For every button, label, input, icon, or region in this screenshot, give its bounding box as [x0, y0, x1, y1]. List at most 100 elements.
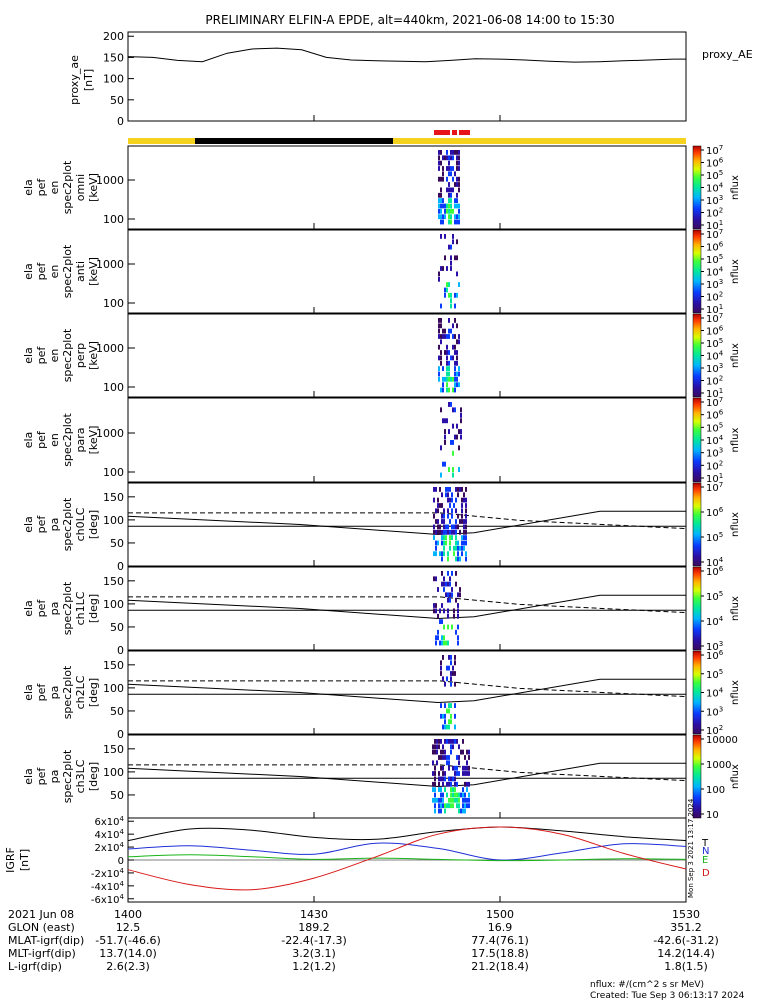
pitch-ch3LC-cell — [468, 765, 470, 771]
pitch-ch3LC-cell — [448, 760, 450, 766]
pitch-ch3LC-cell — [444, 749, 446, 755]
pitch-ch0LC-cell — [433, 535, 435, 540]
pitch-ch1LC-ylabel-line: ch1LC — [74, 591, 87, 625]
energy-perp-cell — [448, 371, 450, 377]
energy-anti-colorbar-tick-label: 106 — [706, 241, 724, 254]
energy-omni-colorbar — [692, 145, 702, 230]
energy-omni-cell — [440, 160, 442, 166]
energy-para-cell — [448, 429, 450, 434]
pitch-ch1LC-ytick-label: 100 — [103, 598, 124, 611]
pitch-ch2LC-cell — [454, 655, 456, 660]
pitch-ch3LC-cell — [466, 760, 468, 766]
pitch-ch2LC-colorbar-tick-label: 102 — [706, 724, 723, 737]
energy-para-cell — [454, 434, 456, 440]
pitch-ch0LC-cell — [441, 540, 443, 546]
energy-anti-cell — [440, 303, 442, 309]
pitch-ch3LC-cell — [440, 797, 442, 803]
science-zone-bar-3 — [459, 130, 470, 135]
pitch-ch0LC-cell — [449, 503, 451, 508]
pitch-ch3LC-cell — [448, 781, 450, 787]
pitch-ch0LC-cell — [445, 540, 447, 546]
footer-created: Created: Tue Sep 3 06:13:17 2024 — [590, 991, 745, 1000]
energy-perp-cell — [438, 323, 440, 329]
energy-perp-cell — [452, 376, 454, 382]
pitch-ch1LC-colorbar-label: nflux — [730, 596, 741, 621]
pitch-ch1LC-cell — [447, 571, 449, 576]
energy-perp-cell — [456, 382, 458, 388]
energy-perp-cell — [448, 334, 450, 339]
pitch-ch0LC-cell — [461, 551, 463, 557]
energy-omni-cell — [456, 182, 458, 187]
pitch-ch0LC-cell — [465, 551, 467, 557]
energy-anti-colorbar-tick-label: 102 — [706, 291, 723, 304]
energy-omni-cell — [440, 219, 442, 225]
pitch-ch1LC-cell — [451, 592, 453, 598]
pitch-ch3LC-cell — [442, 792, 444, 798]
pitch-ch0LC-cell — [451, 535, 453, 540]
energy-omni-cell — [454, 150, 456, 155]
energy-omni-cell — [450, 219, 452, 225]
pitch-ch0LC-cell — [451, 513, 453, 519]
energy-para-cell — [442, 418, 444, 424]
pitch-ch3LC-cell — [446, 739, 448, 744]
energy-perp-cell — [448, 318, 450, 323]
energy-omni-cell — [448, 208, 450, 214]
pitch-ch0LC-cell — [433, 487, 435, 492]
pitch-ch2LC-cell — [452, 671, 454, 676]
pitch-ch0LC-ylabel-line: [deg] — [87, 510, 100, 539]
energy-anti-cell — [448, 282, 450, 287]
energy-omni-cell — [438, 150, 440, 155]
pitch-ch1LC-cell — [435, 640, 437, 646]
pitch-ch1LC-ylabel-line: spec2plot — [61, 581, 74, 635]
energy-anti-colorbar-tick-label: 101 — [706, 303, 723, 316]
pitch-ch3LC-cell — [432, 797, 434, 803]
igrf-legend-t: T — [701, 838, 709, 849]
energy-perp-ytick-label: 100 — [103, 381, 124, 394]
energy-omni-cell — [452, 187, 454, 193]
pitch-ch3LC-cell — [446, 792, 448, 798]
pitch-ch1LC-cell — [443, 635, 445, 641]
pitch-ch2LC-cell — [452, 665, 454, 671]
energy-para-cell — [456, 423, 458, 429]
pitch-ch3LC-ylabel-line: ela — [22, 768, 35, 785]
energy-anti-cell — [440, 234, 442, 239]
pitch-ch3LC-cell — [440, 739, 442, 744]
pitch-ch1LC-cell — [459, 592, 461, 598]
energy-para-cell — [444, 429, 446, 434]
pitch-ch1LC-cell — [453, 608, 455, 614]
pitch-ch1LC-cell — [445, 640, 447, 646]
pitch-ch0LC-cell — [447, 529, 449, 535]
pitch-ch3LC-cell — [458, 797, 460, 803]
energy-perp-cell — [454, 360, 456, 366]
pitch-ch0LC-cell — [435, 545, 437, 551]
igrf-ytick-label: 0 — [118, 856, 124, 867]
pitch-ch0LC-cell — [465, 524, 467, 530]
energy-perp-cell — [452, 334, 454, 339]
pitch-ch3LC-cell — [468, 792, 470, 798]
pitch-ch0LC-cell — [441, 492, 443, 498]
proxy-ae-frame — [127, 31, 687, 122]
igrf-legend-e: E — [702, 855, 708, 866]
energy-perp-cell — [456, 355, 458, 361]
pitch-ch0LC-cell — [463, 540, 465, 546]
energy-perp-cell — [456, 360, 458, 366]
pitch-ch0LC-colorbar-tick-label: 107 — [706, 481, 723, 494]
ephem-value: 2.6(2.3) — [106, 960, 150, 973]
pitch-ch3LC-cell — [436, 797, 438, 803]
pitch-ch1LC-cell — [443, 640, 445, 646]
time-tick-1400: 1400 — [114, 908, 142, 921]
pitch-ch3LC-cell — [432, 781, 434, 787]
energy-perp-colorbar — [692, 313, 702, 398]
energy-perp-ylabel-line: pef — [35, 346, 48, 365]
pitch-ch1LC-cell — [447, 608, 449, 614]
energy-omni-cell — [446, 203, 448, 209]
energy-para-ylabel-line: para — [74, 428, 87, 453]
pitch-ch1LC-cell — [455, 571, 457, 576]
energy-perp-cell — [456, 339, 458, 345]
energy-perp-frame — [127, 313, 687, 398]
energy-perp-cell — [444, 328, 446, 334]
energy-para-cell — [444, 434, 446, 440]
igrf-ytick-label: 2x104 — [95, 841, 125, 854]
energy-perp-cell — [444, 350, 446, 355]
